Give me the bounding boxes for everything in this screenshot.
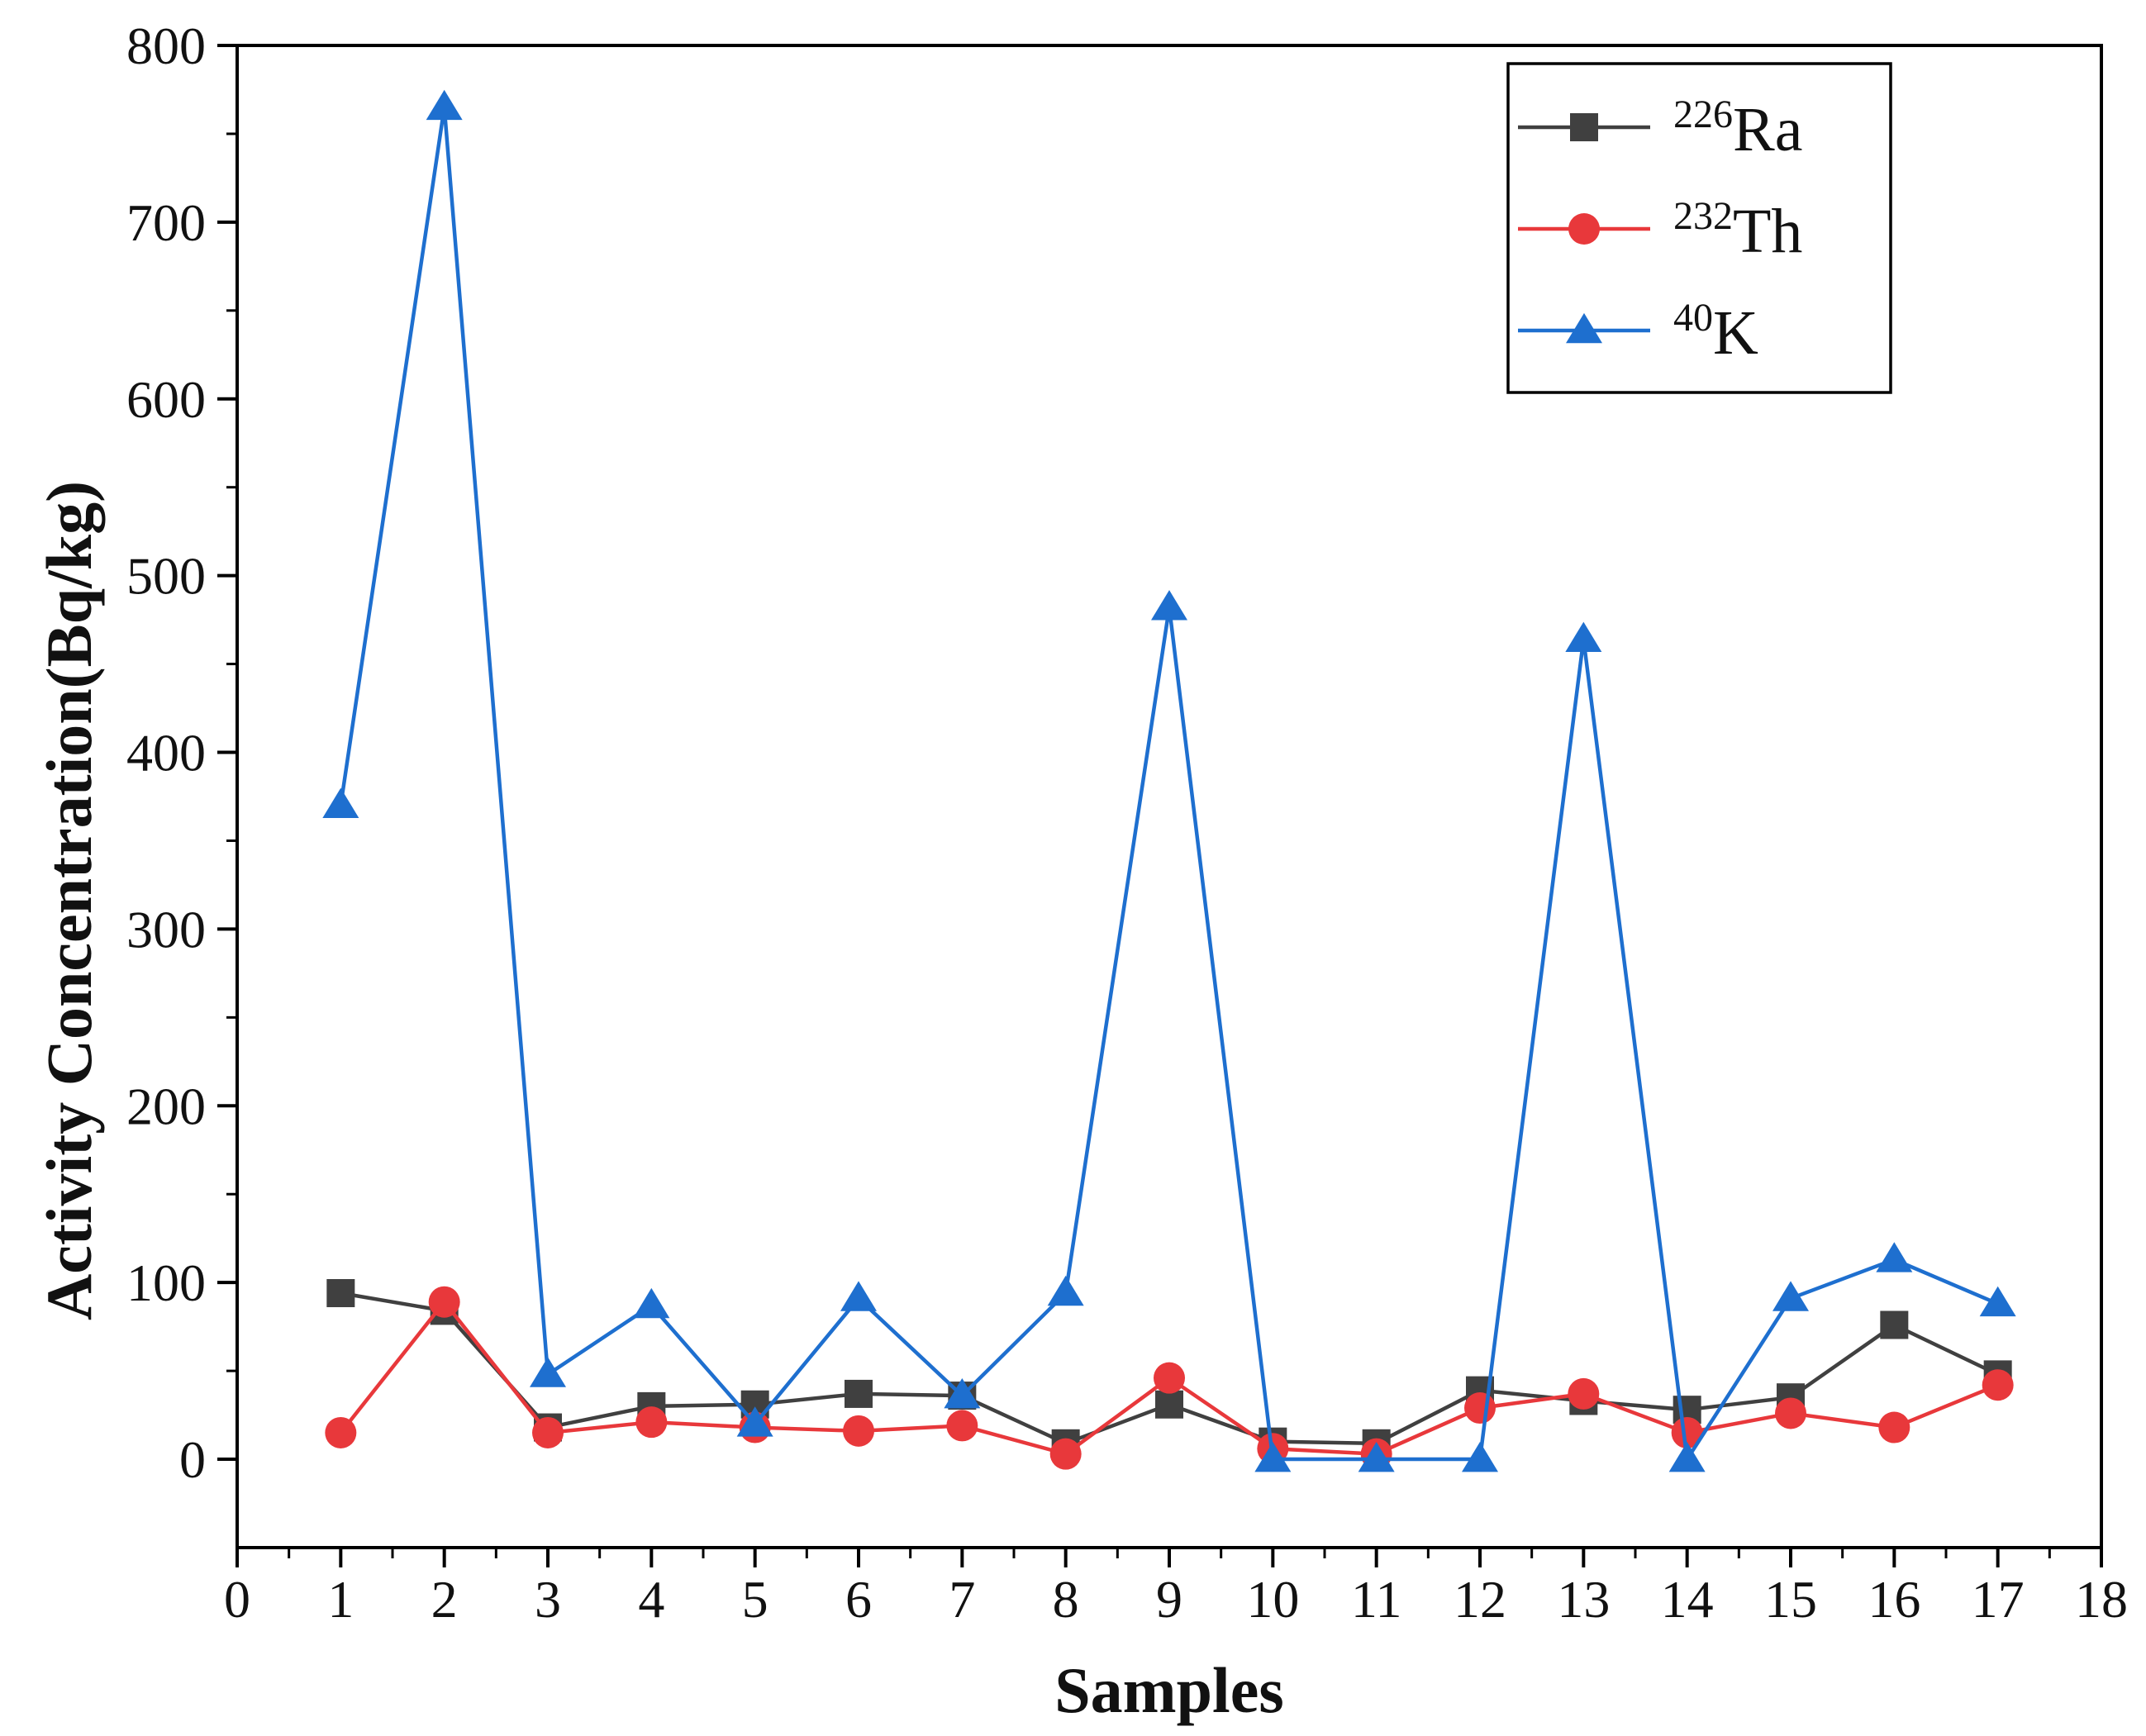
data-point-k <box>1668 1441 1706 1472</box>
legend-label: 232Th <box>1673 194 1802 266</box>
y-tick-label: 800 <box>126 17 206 75</box>
data-point-th <box>1671 1416 1703 1448</box>
data-point-ra <box>326 1279 355 1308</box>
data-point-th <box>532 1416 564 1448</box>
data-point-k <box>944 1377 981 1409</box>
legend-item-th: 232Th <box>1518 194 1802 266</box>
legend-marker <box>1566 312 1602 344</box>
x-tick-label: 17 <box>1972 1570 2025 1629</box>
data-point-ra <box>1155 1390 1183 1419</box>
x-tick-label: 7 <box>949 1570 975 1629</box>
x-tick-label: 13 <box>1557 1570 1610 1629</box>
x-tick-label: 15 <box>1764 1570 1817 1629</box>
y-axis-title: Activity Concentration(Bq/kg) <box>33 481 105 1320</box>
x-tick-label: 10 <box>1246 1570 1299 1629</box>
data-point-k <box>1876 1242 1913 1272</box>
data-point-th <box>1154 1362 1185 1394</box>
y-tick-label: 200 <box>126 1077 206 1135</box>
x-tick-label: 12 <box>1454 1570 1506 1629</box>
data-point-ra <box>1880 1310 1909 1339</box>
x-axis-title: Samples <box>1054 1654 1283 1726</box>
data-point-k <box>1254 1441 1292 1472</box>
data-point-k <box>633 1287 670 1319</box>
legend-element-symbol: Ra <box>1733 95 1802 164</box>
data-point-k <box>322 787 359 818</box>
x-tick-label: 0 <box>224 1570 250 1629</box>
legend-element-symbol: Th <box>1733 197 1802 266</box>
data-point-th <box>946 1410 978 1442</box>
legend-marker <box>1568 213 1600 245</box>
data-point-k <box>1151 590 1187 621</box>
data-point-k <box>426 89 463 121</box>
x-tick-label: 8 <box>1053 1570 1079 1629</box>
legend-label: 226Ra <box>1673 93 1802 164</box>
series-k <box>322 89 2016 1472</box>
data-point-th <box>325 1416 357 1448</box>
legend-item-ra: 226Ra <box>1518 93 1802 164</box>
data-point-k <box>736 1406 773 1437</box>
x-tick-label: 18 <box>2075 1570 2128 1629</box>
data-point-th <box>428 1286 460 1318</box>
x-tick-label: 4 <box>638 1570 664 1629</box>
x-tick-label: 9 <box>1156 1570 1182 1629</box>
x-tick-label: 14 <box>1661 1570 1714 1629</box>
data-point-k <box>1047 1275 1084 1306</box>
legend-marker <box>1570 113 1598 141</box>
data-point-th <box>1982 1369 2014 1401</box>
data-point-k <box>1772 1281 1809 1311</box>
y-tick-label: 0 <box>179 1430 206 1489</box>
legend-mass-number: 40 <box>1673 296 1713 340</box>
legend-item-k: 40K <box>1518 296 1758 368</box>
y-tick-label: 300 <box>126 900 206 958</box>
x-tick-label: 5 <box>742 1570 768 1629</box>
x-tick-label: 2 <box>431 1570 458 1629</box>
series-layer <box>322 89 2016 1472</box>
data-point-k <box>1358 1441 1395 1472</box>
y-tick-label: 700 <box>126 193 206 252</box>
y-tick-label: 100 <box>126 1253 206 1312</box>
data-point-ra <box>845 1379 873 1408</box>
data-point-th <box>1464 1392 1496 1424</box>
x-tick-label: 1 <box>327 1570 354 1629</box>
data-point-k <box>1462 1441 1498 1472</box>
data-point-th <box>843 1415 874 1447</box>
data-point-th <box>1568 1377 1600 1410</box>
data-point-k <box>1565 621 1602 652</box>
x-axis: 0 1 2 3 4 5 6 7 8 9 10 11 12 13 14 15 16 17 18 <box>224 1548 2128 1629</box>
data-point-th <box>1775 1397 1806 1429</box>
legend-mass-number: 232 <box>1673 194 1733 238</box>
y-tick-label: 400 <box>126 724 206 782</box>
data-point-k <box>1979 1286 2016 1317</box>
y-axis: 0 100 200 300 400 500 600 700 800 <box>126 17 237 1489</box>
legend-mass-number: 226 <box>1673 93 1733 136</box>
data-point-k <box>530 1357 566 1387</box>
series-th <box>325 1286 2014 1470</box>
y-tick-label: 600 <box>126 370 206 429</box>
x-tick-label: 16 <box>1868 1570 1920 1629</box>
x-tick-label: 3 <box>535 1570 561 1629</box>
x-tick-label: 11 <box>1351 1570 1402 1629</box>
data-point-k <box>840 1281 877 1311</box>
legend-label: 40K <box>1673 296 1758 368</box>
data-point-th <box>1878 1411 1910 1443</box>
data-point-th <box>1049 1438 1082 1470</box>
x-tick-label: 6 <box>845 1570 872 1629</box>
legend-element-symbol: K <box>1713 298 1758 368</box>
data-point-th <box>635 1406 668 1439</box>
y-tick-label: 500 <box>126 547 206 606</box>
